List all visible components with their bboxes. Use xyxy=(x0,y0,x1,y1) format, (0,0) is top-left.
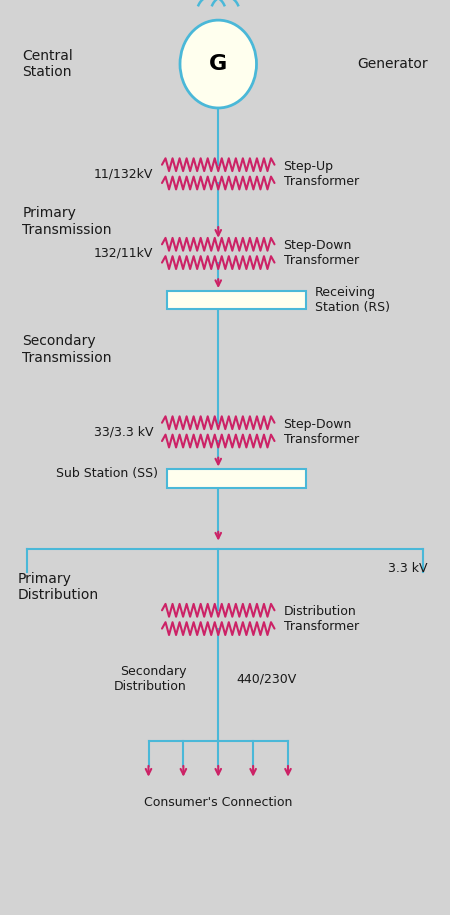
Text: 33/3.3 kV: 33/3.3 kV xyxy=(94,425,153,438)
Text: G: G xyxy=(209,54,227,74)
Bar xyxy=(166,291,306,309)
Text: Sub Station (SS): Sub Station (SS) xyxy=(55,467,158,479)
Text: Central
Station: Central Station xyxy=(22,48,73,80)
Text: Distribution
Transformer: Distribution Transformer xyxy=(284,606,359,633)
Text: 3.3 kV: 3.3 kV xyxy=(388,562,427,575)
Text: Generator: Generator xyxy=(357,57,428,71)
Text: Secondary
Distribution: Secondary Distribution xyxy=(114,665,187,693)
Text: Step-Down
Transformer: Step-Down Transformer xyxy=(284,418,359,446)
Text: Step-Up
Transformer: Step-Up Transformer xyxy=(284,160,359,188)
Text: Consumer's Connection: Consumer's Connection xyxy=(144,796,292,809)
Text: 132/11kV: 132/11kV xyxy=(94,247,153,260)
Text: Step-Down
Transformer: Step-Down Transformer xyxy=(284,240,359,267)
Text: Receiving
Station (RS): Receiving Station (RS) xyxy=(315,286,390,314)
Text: Secondary
Transmission: Secondary Transmission xyxy=(22,334,112,365)
Text: Primary
Transmission: Primary Transmission xyxy=(22,206,112,237)
Bar xyxy=(166,469,306,488)
Text: 11/132kV: 11/132kV xyxy=(94,167,153,180)
Text: Primary
Distribution: Primary Distribution xyxy=(18,572,99,602)
Ellipse shape xyxy=(180,20,256,108)
Text: 440/230V: 440/230V xyxy=(236,673,297,685)
